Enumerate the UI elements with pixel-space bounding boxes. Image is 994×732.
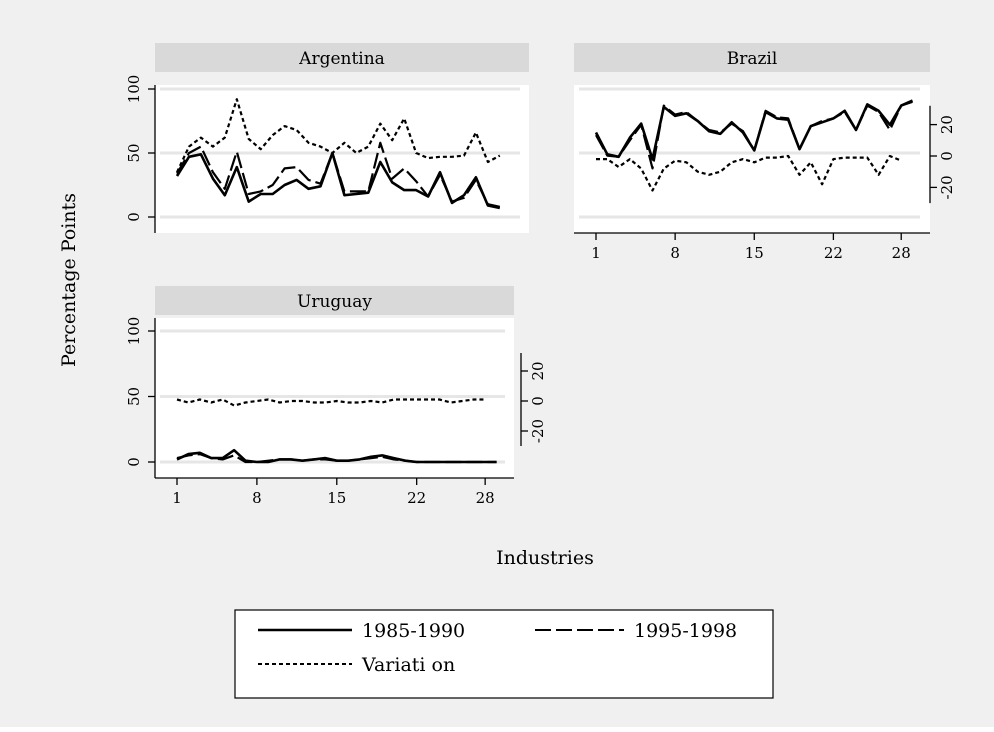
- left-tick-label: 100: [125, 317, 143, 346]
- right-tick-label: 20: [529, 361, 547, 380]
- plot-area: [574, 85, 930, 233]
- left-tick-label: 100: [125, 75, 143, 104]
- series-line-s3: [176, 398, 486, 407]
- legend-label: 1985-1990: [362, 620, 465, 642]
- series-line-s1: [176, 448, 497, 464]
- panel-uruguay: Uruguay 0 50 100 -20 0 20 1 8 15 22 28: [125, 286, 547, 507]
- panel-strip: [155, 286, 514, 315]
- left-tick-label: 50: [125, 387, 143, 406]
- left-tick-label: 0: [125, 212, 143, 222]
- panel-title: Argentina: [298, 49, 385, 69]
- x-tick-label: 28: [892, 244, 911, 262]
- series-line-s2: [176, 453, 497, 464]
- x-tick-label: 1: [172, 489, 182, 507]
- legend-box: [234, 609, 774, 699]
- x-tick-label: 8: [670, 244, 680, 262]
- x-axis-title: Industries: [496, 547, 594, 569]
- legend-label: Variati on: [361, 654, 455, 676]
- right-tick-label: -20: [529, 419, 547, 443]
- right-tick-label: -20: [938, 175, 956, 199]
- x-tick-label: 28: [476, 489, 495, 507]
- right-tick-label: 0: [938, 151, 956, 161]
- plot-area: [155, 85, 529, 233]
- legend: 1985-1990 1995-1998 Variati on: [234, 609, 774, 699]
- x-tick-label: 8: [252, 489, 262, 507]
- x-tick-label: 22: [407, 489, 426, 507]
- right-tick-label: 20: [938, 115, 956, 134]
- x-tick-label: 15: [745, 244, 764, 262]
- y-axis-title: Percentage Points: [58, 193, 80, 367]
- series-line-s2: [176, 141, 501, 208]
- left-tick-label: 50: [125, 143, 143, 162]
- series-line-s2: [595, 100, 913, 170]
- x-tick-label: 22: [824, 244, 843, 262]
- panel-strip: [574, 43, 930, 72]
- panel-strip: [155, 43, 529, 72]
- x-tick-label: 15: [327, 489, 346, 507]
- legend-label: 1995-1998: [634, 620, 737, 642]
- panel-title: Uruguay: [297, 292, 372, 312]
- series-line-s3: [596, 154, 902, 192]
- panel-brazil: Brazil -20 0 20 1 8 15 22 28: [574, 43, 956, 262]
- series-line-s3: [176, 98, 501, 173]
- panel-argentina: Argentina 0 50 100: [125, 43, 529, 233]
- panel-title: Brazil: [727, 49, 778, 69]
- left-tick-label: 0: [125, 457, 143, 467]
- right-tick-label: 0: [529, 396, 547, 406]
- x-tick-label: 1: [591, 244, 601, 262]
